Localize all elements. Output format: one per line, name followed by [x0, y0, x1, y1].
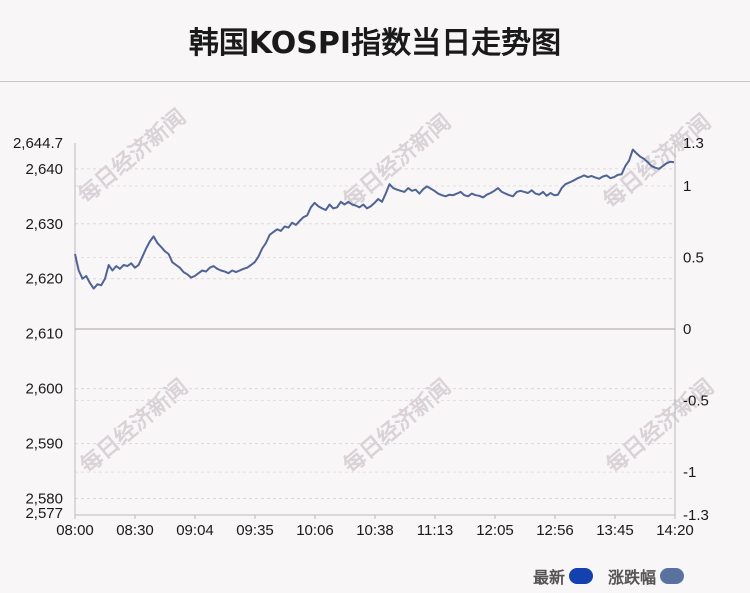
y-right-tick-label: 0 [683, 321, 691, 338]
legend-item-latest[interactable]: 最新 [533, 564, 594, 588]
legend-swatch-change-pct [660, 568, 685, 584]
y-left-tick-label: 2,630 [25, 216, 63, 233]
y-right-tick-label: -0.5 [683, 393, 709, 410]
x-tick-label: 13:45 [596, 522, 634, 539]
price-series-line [74, 148, 675, 290]
legend-swatch-latest [569, 568, 594, 584]
y-left-tick-label: 2,640 [25, 161, 63, 178]
page-title: 韩国KOSPI指数当日走势图 [188, 26, 562, 61]
x-tick-label: 08:00 [56, 522, 94, 539]
x-tick-label: 10:38 [356, 522, 394, 539]
legend-item-change-pct[interactable]: 涨跌幅 [608, 564, 685, 588]
y-left-tick-label: 2,580 [25, 491, 63, 508]
x-tick-label: 12:05 [476, 522, 514, 539]
x-tick-label: 09:04 [176, 522, 214, 539]
legend-label-latest: 最新 [533, 568, 566, 587]
y-right-tick-label: -1 [683, 464, 696, 481]
y-left-tick-label: 2,644.7 [13, 135, 63, 152]
y-right-tick-label: -1.3 [683, 507, 709, 524]
x-tick-label: 12:56 [536, 522, 574, 539]
y-right-tick-label: 1.3 [683, 135, 704, 152]
x-tick-label: 14:20 [656, 522, 694, 539]
x-tick-label: 11:13 [417, 522, 453, 539]
y-right-tick-label: 0.5 [683, 249, 704, 266]
y-left-tick-label: 2,577 [25, 505, 63, 522]
y-left-tick-label: 2,600 [25, 381, 63, 398]
y-right-tick-label: 1 [683, 178, 691, 195]
y-left-tick-label: 2,620 [25, 271, 63, 288]
legend-label-change-pct: 涨跌幅 [608, 568, 657, 587]
x-tick-label: 08:30 [116, 522, 154, 539]
title-divider [0, 81, 750, 82]
x-tick-label: 10:06 [296, 522, 334, 539]
y-left-tick-label: 2,610 [25, 326, 63, 343]
x-tick-label: 09:35 [236, 522, 274, 539]
y-left-tick-label: 2,590 [25, 436, 63, 453]
